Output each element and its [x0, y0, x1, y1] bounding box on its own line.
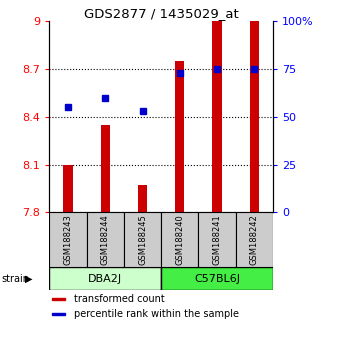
Bar [49, 212, 87, 267]
Text: GSM188244: GSM188244 [101, 215, 110, 265]
Bar [52, 297, 65, 300]
Text: GSM188245: GSM188245 [138, 215, 147, 265]
Text: DBA2J: DBA2J [88, 274, 122, 284]
Bar [198, 212, 236, 267]
Bar [161, 212, 198, 267]
Bar [101, 125, 110, 212]
Text: percentile rank within the sample: percentile rank within the sample [74, 309, 239, 319]
Text: ▶: ▶ [25, 274, 32, 284]
Bar [212, 21, 222, 212]
Bar [236, 212, 273, 267]
Bar [52, 313, 65, 315]
Bar [161, 267, 273, 290]
Text: C57BL6J: C57BL6J [194, 274, 240, 284]
Text: strain: strain [2, 274, 30, 284]
Bar [250, 21, 259, 212]
Text: GSM188240: GSM188240 [175, 215, 184, 265]
Text: GSM188241: GSM188241 [212, 215, 221, 265]
Bar [49, 267, 161, 290]
Text: GSM188242: GSM188242 [250, 215, 259, 265]
Text: GSM188243: GSM188243 [63, 215, 73, 265]
Bar [87, 212, 124, 267]
Text: transformed count: transformed count [74, 294, 165, 304]
Bar [175, 61, 184, 212]
Bar [138, 185, 147, 212]
Bar [124, 212, 161, 267]
Title: GDS2877 / 1435029_at: GDS2877 / 1435029_at [84, 7, 238, 20]
Bar [63, 165, 73, 212]
